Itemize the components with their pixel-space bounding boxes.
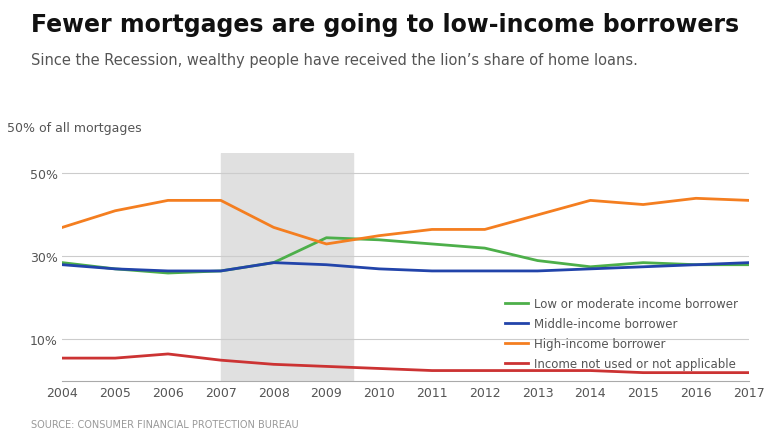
Text: 50% of all mortgages: 50% of all mortgages bbox=[8, 122, 142, 135]
Bar bbox=[221, 153, 353, 381]
Text: Fewer mortgages are going to low-income borrowers: Fewer mortgages are going to low-income … bbox=[31, 13, 739, 37]
Text: Since the Recession, wealthy people have received the lion’s share of home loans: Since the Recession, wealthy people have… bbox=[31, 53, 638, 67]
Legend: Low or moderate income borrower, Middle-income borrower, High-income borrower, I: Low or moderate income borrower, Middle-… bbox=[500, 293, 743, 375]
Text: SOURCE: CONSUMER FINANCIAL PROTECTION BUREAU: SOURCE: CONSUMER FINANCIAL PROTECTION BU… bbox=[31, 419, 299, 429]
